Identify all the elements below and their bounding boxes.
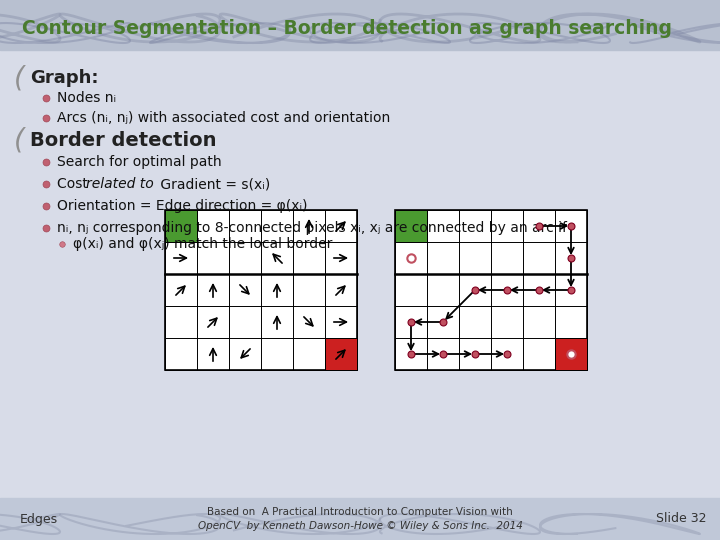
Text: (: ( bbox=[14, 64, 25, 92]
Text: Contour Segmentation – Border detection as graph searching: Contour Segmentation – Border detection … bbox=[22, 19, 672, 38]
Bar bbox=[395, 210, 587, 370]
Text: Arcs (nᵢ, nⱼ) with associated cost and orientation: Arcs (nᵢ, nⱼ) with associated cost and o… bbox=[57, 111, 390, 125]
Text: Edges: Edges bbox=[20, 512, 58, 525]
Text: (: ( bbox=[14, 126, 25, 154]
Text: Graph:: Graph: bbox=[30, 69, 99, 87]
Text: nᵢ, nⱼ corresponding to 8-connected pixels xᵢ, xⱼ are connected by an arc if: nᵢ, nⱼ corresponding to 8-connected pixe… bbox=[57, 221, 567, 235]
Bar bbox=[165, 210, 197, 242]
Text: Cost: Cost bbox=[57, 177, 92, 191]
Bar bbox=[0, 0, 720, 50]
Text: Border detection: Border detection bbox=[30, 131, 217, 150]
Text: φ(xᵢ) and φ(xⱼ) match the local border: φ(xᵢ) and φ(xⱼ) match the local border bbox=[73, 237, 333, 251]
Text: OpenCV  by Kenneth Dawson-Howe © Wiley & Sons Inc.  2014: OpenCV by Kenneth Dawson-Howe © Wiley & … bbox=[197, 521, 523, 531]
Bar bbox=[555, 338, 587, 370]
Bar bbox=[165, 210, 357, 370]
Bar bbox=[325, 338, 357, 370]
Text: Slide 32: Slide 32 bbox=[655, 512, 706, 525]
Bar bbox=[0, 498, 720, 540]
Text: related to: related to bbox=[86, 177, 154, 191]
Text: Nodes nᵢ: Nodes nᵢ bbox=[57, 91, 116, 105]
Text: Based on  A Practical Introduction to Computer Vision with: Based on A Practical Introduction to Com… bbox=[207, 507, 513, 517]
Bar bbox=[395, 210, 427, 242]
Text: Search for optimal path: Search for optimal path bbox=[57, 155, 222, 169]
Text: Gradient = s(xᵢ): Gradient = s(xᵢ) bbox=[156, 177, 270, 191]
Text: Orientation = Edge direction = φ(xᵢ): Orientation = Edge direction = φ(xᵢ) bbox=[57, 199, 307, 213]
